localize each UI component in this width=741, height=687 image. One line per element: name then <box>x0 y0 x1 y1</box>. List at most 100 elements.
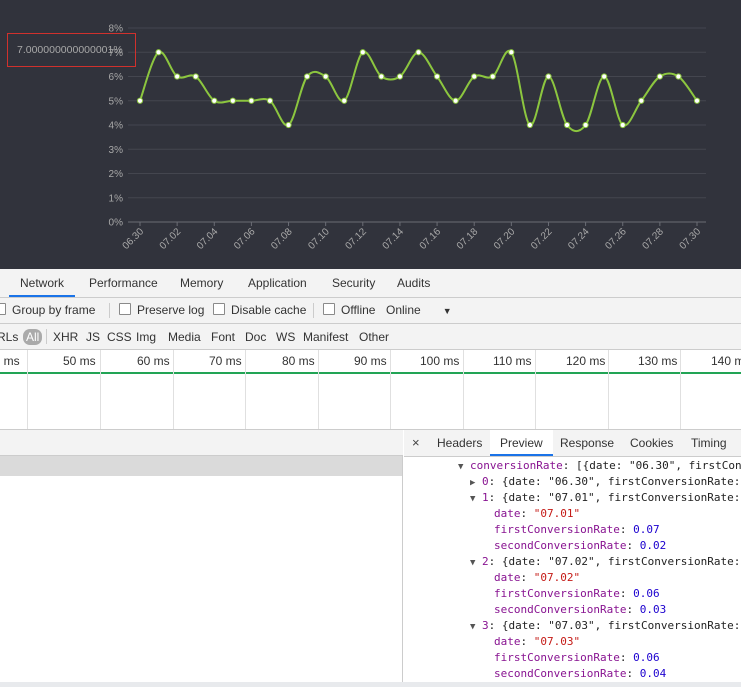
json-item-row[interactable]: ▼ 2: {date: "07.02", firstConversionRate… <box>470 554 741 570</box>
data-point[interactable] <box>136 97 144 104</box>
data-point[interactable] <box>471 73 478 80</box>
json-key: date <box>494 635 521 648</box>
data-point[interactable] <box>563 121 571 129</box>
json-property-row: date: "07.01" <box>494 507 581 520</box>
json-summary: {date: "07.03", firstConversionRate: 0.0… <box>501 619 741 632</box>
json-number-value: 0.03 <box>639 603 667 616</box>
filter-bar: RLs All XHR JS CSS Img Media Font Doc WS… <box>0 324 741 350</box>
data-point[interactable] <box>248 97 255 104</box>
data-point[interactable] <box>211 97 218 104</box>
data-point[interactable] <box>675 73 682 80</box>
data-point[interactable] <box>229 97 236 104</box>
data-point[interactable] <box>192 73 199 80</box>
tab-response[interactable]: Response <box>560 436 615 450</box>
timeline-gridline <box>173 350 174 429</box>
data-point[interactable] <box>489 73 496 80</box>
data-point[interactable] <box>415 49 422 56</box>
data-point[interactable] <box>582 121 589 129</box>
checkbox-icon <box>119 303 131 315</box>
timeline-gridline <box>318 350 319 429</box>
data-point[interactable] <box>656 73 663 80</box>
json-item-row[interactable]: ▶ 0: {date: "06.30", firstConversionRate… <box>470 474 741 490</box>
json-property-row: date: "07.02" <box>494 571 581 584</box>
data-point[interactable] <box>359 49 366 56</box>
data-point[interactable] <box>452 97 459 104</box>
chevron-down-icon: ▼ <box>442 306 452 316</box>
data-point[interactable] <box>341 97 348 104</box>
data-point[interactable] <box>601 73 608 80</box>
disable-cache-checkbox[interactable]: Disable cache <box>213 298 306 323</box>
x-tick-label: 07.18 <box>455 226 481 252</box>
data-point[interactable] <box>304 73 311 80</box>
tab-application[interactable]: Application <box>248 276 307 290</box>
timeline-label: 70 ms <box>209 354 242 368</box>
filter-other[interactable]: Other <box>359 330 390 344</box>
x-tick-label: 07.26 <box>603 226 629 252</box>
x-tick-label: 07.16 <box>418 226 444 252</box>
json-key: secondConversionRate <box>494 667 627 680</box>
json-root-row[interactable]: ▼ conversionRate: [{date: "06.30", first… <box>458 458 741 474</box>
json-number-value: 0.04 <box>639 667 667 680</box>
json-string-value: "07.02" <box>533 571 581 584</box>
tab-network[interactable]: Network <box>9 269 76 297</box>
filter-ws[interactable]: WS <box>276 330 296 344</box>
filter-doc[interactable]: Doc <box>245 330 267 344</box>
json-index: 1 <box>482 491 489 504</box>
json-number-value: 0.06 <box>633 651 660 664</box>
timeline-label: 60 ms <box>137 354 170 368</box>
triangle-down-icon: ▼ <box>458 462 464 472</box>
data-point[interactable] <box>174 73 181 80</box>
data-point[interactable] <box>693 97 701 104</box>
filter-manifest[interactable]: Manifest <box>303 330 349 344</box>
filter-urls[interactable]: RLs <box>0 330 19 344</box>
group-by-frame-checkbox[interactable]: Group by frame <box>0 298 95 323</box>
checkbox-icon <box>323 303 335 315</box>
data-point[interactable] <box>619 121 626 129</box>
preserve-log-checkbox[interactable]: Preserve log <box>119 298 204 323</box>
y-tick-label: 7% <box>109 48 124 59</box>
json-string-value: "07.03" <box>533 635 581 648</box>
timeline-label: 110 ms <box>493 354 532 368</box>
json-item-row[interactable]: ▼ 3: {date: "07.03", firstConversionRate… <box>470 618 741 634</box>
data-point[interactable] <box>396 73 404 80</box>
tab-audits[interactable]: Audits <box>397 276 431 290</box>
close-icon[interactable]: × <box>412 435 420 450</box>
data-point[interactable] <box>155 49 162 56</box>
filter-media[interactable]: Media <box>168 330 201 344</box>
filter-xhr[interactable]: XHR <box>53 330 79 344</box>
tab-headers[interactable]: Headers <box>437 436 483 450</box>
tab-memory[interactable]: Memory <box>180 276 224 290</box>
data-point[interactable] <box>378 73 385 80</box>
filter-js[interactable]: JS <box>86 330 101 344</box>
json-item-row[interactable]: ▼ 1: {date: "07.01", firstConversionRate… <box>470 490 741 506</box>
selected-request-row[interactable] <box>0 456 402 476</box>
throttling-select[interactable]: Online ▼ <box>386 298 452 323</box>
filter-css[interactable]: CSS <box>107 330 132 344</box>
timeline-gridline <box>100 350 101 429</box>
tab-security[interactable]: Security <box>332 276 376 290</box>
x-tick-label: 07.06 <box>232 226 258 252</box>
data-point[interactable] <box>508 49 515 56</box>
data-point[interactable] <box>526 121 534 129</box>
json-key: secondConversionRate <box>494 603 627 616</box>
network-timeline[interactable]: 40 ms 50 ms 60 ms 70 ms 80 ms 90 ms 100 … <box>0 350 741 430</box>
json-summary: [{date: "06.30", firstConversionRate: 0.… <box>576 459 741 472</box>
filter-all[interactable]: All <box>23 329 43 345</box>
tab-timing[interactable]: Timing <box>691 436 727 450</box>
y-tick-label: 4% <box>109 121 124 132</box>
tab-preview[interactable]: Preview <box>490 430 553 456</box>
tab-performance[interactable]: Performance <box>89 276 158 290</box>
timeline-label: 90 ms <box>354 354 387 368</box>
data-point[interactable] <box>545 73 552 80</box>
data-point[interactable] <box>285 121 292 129</box>
data-point[interactable] <box>638 97 645 104</box>
json-number-value: 0.02 <box>639 539 667 552</box>
filter-img[interactable]: Img <box>136 330 157 344</box>
offline-checkbox[interactable]: Offline <box>323 298 375 323</box>
data-point[interactable] <box>322 73 329 80</box>
data-point[interactable] <box>433 73 441 80</box>
data-point[interactable] <box>266 97 274 104</box>
preserve-log-label: Preserve log <box>137 303 205 317</box>
filter-font[interactable]: Font <box>211 330 236 344</box>
tab-cookies[interactable]: Cookies <box>630 436 674 450</box>
